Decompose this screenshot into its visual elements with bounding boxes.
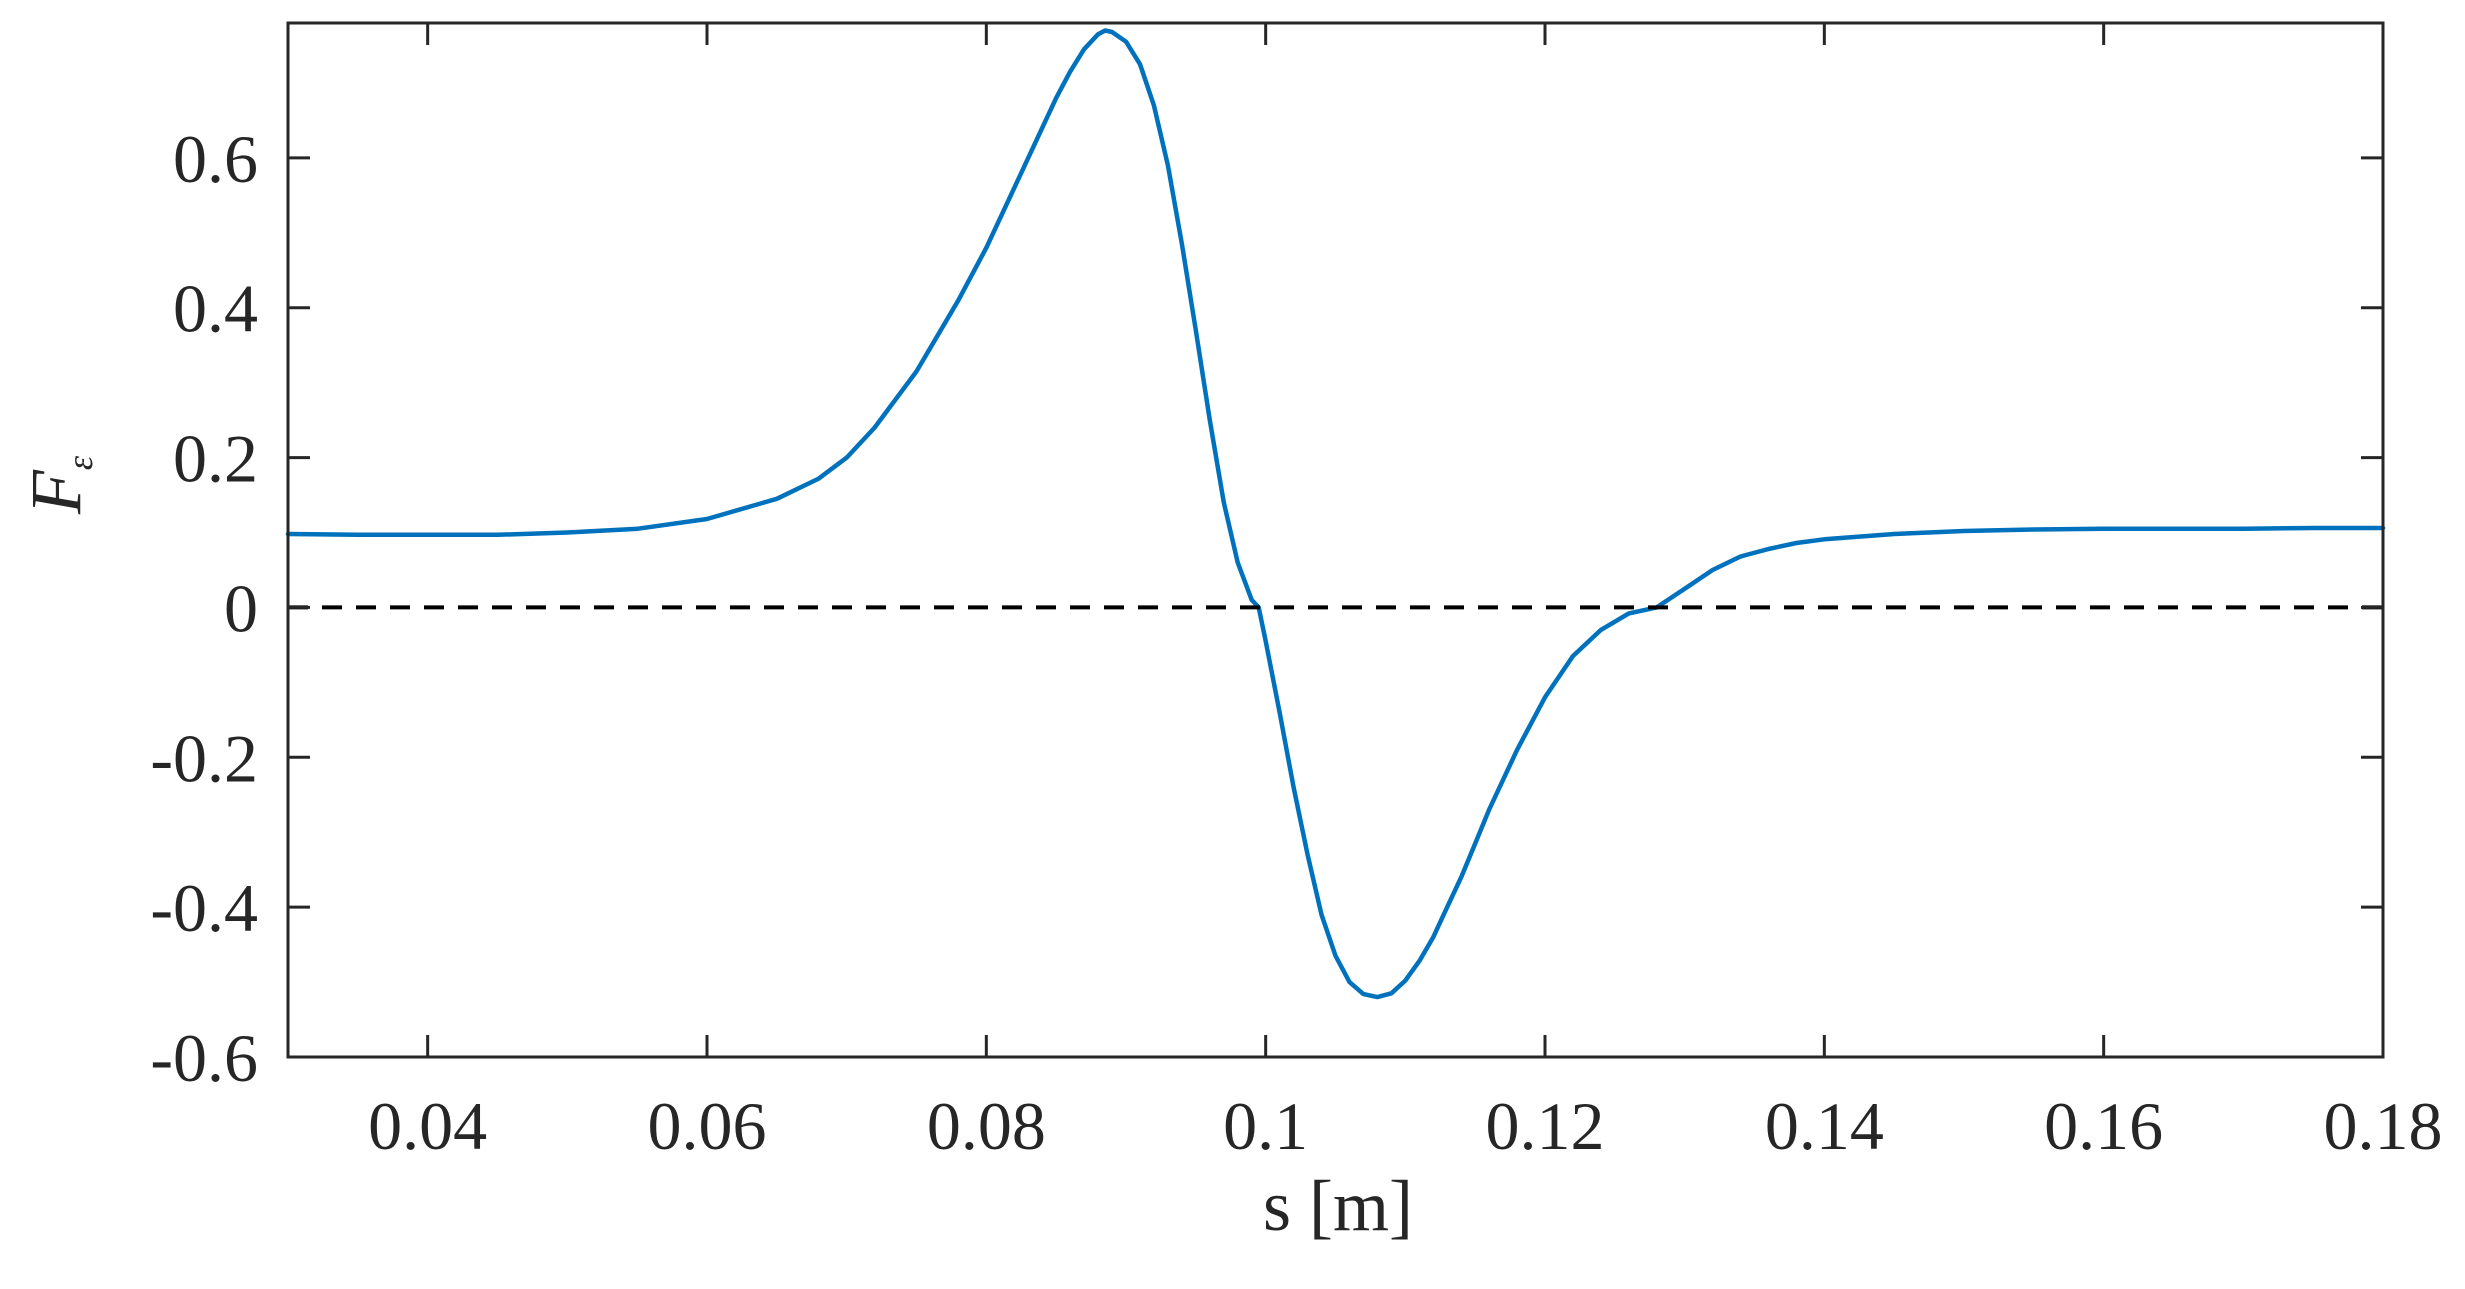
x-tick-label: 0.04 <box>368 1088 487 1164</box>
y-axis-label-main: F <box>16 469 96 515</box>
y-tick-label: 0.6 <box>173 121 258 197</box>
y-tick-label: -0.4 <box>150 870 258 946</box>
y-axis-label: Fε <box>16 455 100 515</box>
plot-frame <box>286 21 2385 1059</box>
svg-text:Fε: Fε <box>16 455 100 515</box>
series-line <box>285 28 2386 1000</box>
axes-frame <box>286 21 2385 1059</box>
y-tick-label: 0.4 <box>173 271 258 347</box>
y-tick-label: 0 <box>224 570 258 646</box>
y-tick-label: -0.2 <box>150 720 258 796</box>
x-tick-label: 0.14 <box>1765 1088 1884 1164</box>
y-axis-label-sub: ε <box>60 455 100 470</box>
x-tick-label: 0.16 <box>2044 1088 2163 1164</box>
x-tick-label: 0.08 <box>927 1088 1046 1164</box>
x-tick-label: 0.12 <box>1486 1088 1605 1164</box>
ticks <box>288 23 2385 1059</box>
x-axis-label: s [m] <box>1263 1166 1413 1246</box>
x-tick-label: 0.06 <box>648 1088 767 1164</box>
x-tick-label: 0.1 <box>1223 1088 1308 1164</box>
y-tick-label: 0.2 <box>173 421 258 497</box>
tick-labels: 0.04 0.06 0.08 0.1 0.12 0.14 0.16 0.18 -0.6 -0.4 -… <box>150 121 2442 1164</box>
y-tick-label: -0.6 <box>150 1020 258 1096</box>
series-layer <box>285 28 2386 1000</box>
x-tick-label: 0.18 <box>2324 1088 2443 1164</box>
